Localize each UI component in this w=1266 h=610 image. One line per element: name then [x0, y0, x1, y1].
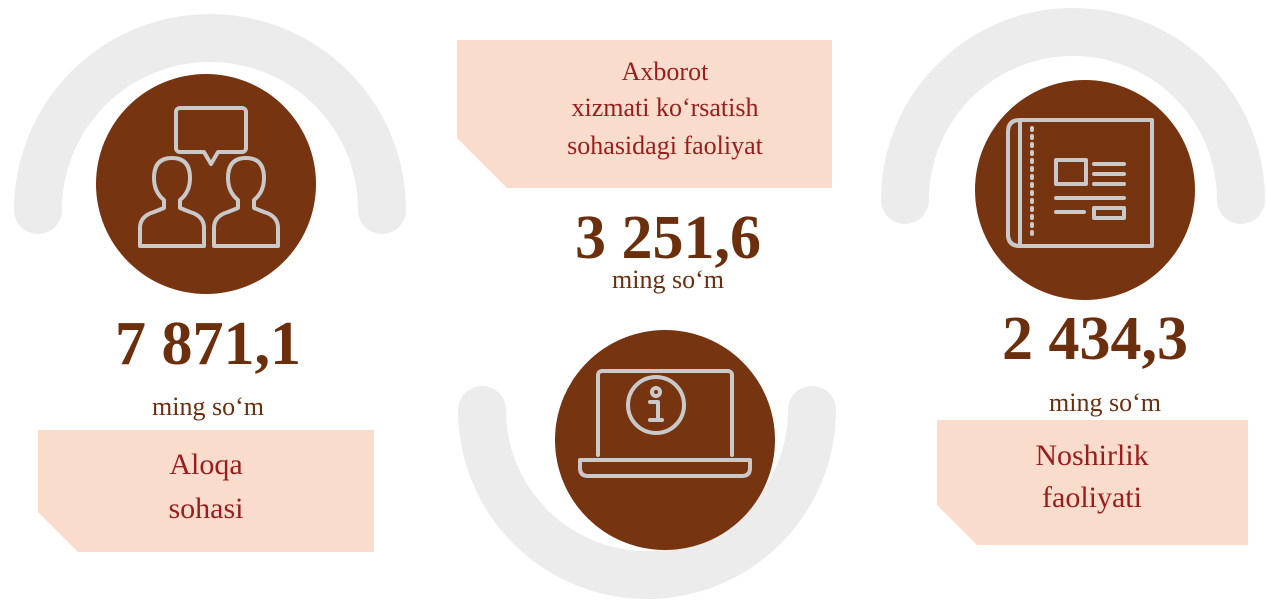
label: sohasi — [169, 492, 244, 525]
label: Aloqa — [169, 448, 242, 481]
laptop-icon — [578, 369, 752, 478]
unit: ming so‘m — [612, 265, 724, 294]
value: 7 871,1 — [115, 310, 301, 378]
value: 2 434,3 — [1002, 305, 1188, 373]
book-icon — [1006, 118, 1154, 248]
label: xizmati ko‘rsatish — [571, 93, 758, 122]
label-box — [937, 420, 1248, 545]
decor-arc — [458, 386, 836, 599]
icon-circle — [96, 74, 316, 294]
label-box — [38, 430, 374, 552]
unit: ming so‘m — [152, 392, 264, 421]
unit: ming so‘m — [1049, 388, 1161, 417]
value: 3 251,6 — [575, 204, 761, 272]
decor-arc — [14, 14, 406, 234]
label: faoliyati — [1042, 481, 1142, 514]
label: sohasidagi faoliyat — [567, 131, 763, 160]
label: Noshirlik — [1035, 439, 1148, 472]
icon-circle — [555, 330, 775, 550]
label-box — [457, 40, 832, 188]
decor-arc — [881, 8, 1265, 224]
people-icon — [138, 106, 280, 248]
label: Axborot — [622, 57, 709, 86]
